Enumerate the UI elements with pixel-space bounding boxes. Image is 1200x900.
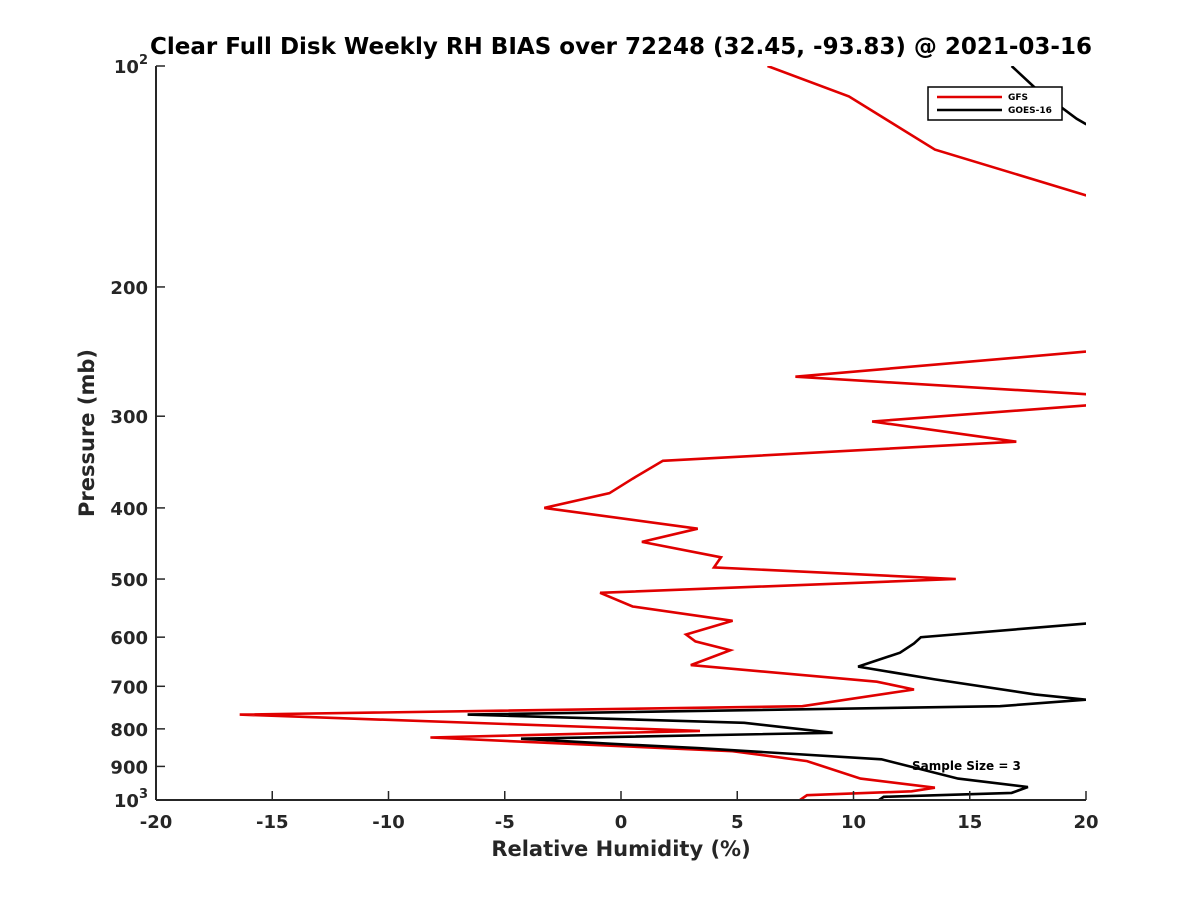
x-axis-label: Relative Humidity (%) xyxy=(491,837,750,861)
y-tick-label: 103 xyxy=(114,787,148,812)
y-tick-label: 700 xyxy=(110,677,148,698)
x-tick-label: 15 xyxy=(957,812,982,833)
y-tick-label: 400 xyxy=(110,499,148,520)
sample-size-annotation: Sample Size = 3 xyxy=(912,759,1021,773)
y-tick-exponent: 3 xyxy=(139,787,148,802)
y-tick-label: 600 xyxy=(110,628,148,649)
x-tick-label: 10 xyxy=(841,812,866,833)
y-tick-label: 500 xyxy=(110,570,148,591)
y-tick-base: 10 xyxy=(114,57,139,78)
x-tick-label: 20 xyxy=(1073,812,1098,833)
legend-label-gfs: GFS xyxy=(1008,93,1028,103)
legend-label-goes16: GOES-16 xyxy=(1008,106,1052,116)
legend: GFS GOES-16 xyxy=(927,86,1063,121)
y-tick-label: 102 xyxy=(114,53,148,78)
y-tick-base: 10 xyxy=(114,791,139,812)
legend-box xyxy=(927,86,1063,121)
series-line-goes16 xyxy=(467,66,1086,800)
y-tick-label: 300 xyxy=(110,407,148,428)
x-tick-label: -15 xyxy=(256,812,289,833)
x-tick-label: -10 xyxy=(372,812,405,833)
y-tick-exponent: 2 xyxy=(139,53,148,68)
y-tick-label: 200 xyxy=(110,278,148,299)
x-tick-label: -5 xyxy=(495,812,515,833)
y-tick-label: 900 xyxy=(110,757,148,778)
y-tick-label: 800 xyxy=(110,720,148,741)
x-tick-label: -20 xyxy=(140,812,173,833)
chart-title: Clear Full Disk Weekly RH BIAS over 7224… xyxy=(150,34,1092,60)
x-tick-label: 5 xyxy=(731,812,744,833)
y-axis-label: Pressure (mb) xyxy=(75,349,99,517)
x-tick-label: 0 xyxy=(615,812,628,833)
series-line-gfs xyxy=(239,66,1086,800)
